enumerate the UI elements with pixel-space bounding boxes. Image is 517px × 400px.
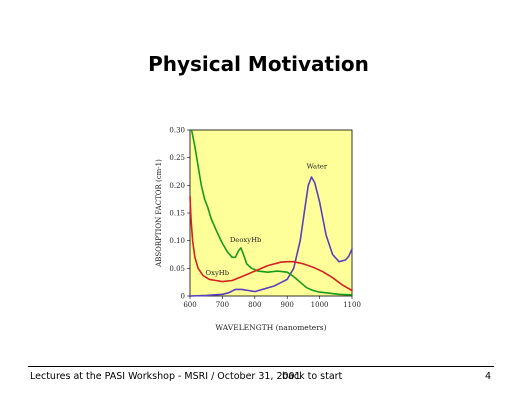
x-tick-label: 1000 (311, 301, 329, 309)
y-tick-label: 0.30 (169, 127, 185, 135)
y-tick-label: 0.15 (169, 210, 185, 218)
annotation-oxyhb: OxyHb (206, 269, 230, 277)
y-tick-label: 0 (181, 293, 185, 301)
x-tick-label: 1100 (343, 301, 361, 309)
series-line-oxyhb (189, 195, 353, 292)
series-line-water (189, 176, 353, 297)
y-axis-label: ABSORPTION FACTOR (cm-1) (155, 159, 163, 268)
x-tick-label: 600 (183, 301, 196, 309)
page-number: 4 (484, 371, 491, 382)
plot-background (189, 129, 353, 297)
y-tick-label: 0.20 (169, 182, 185, 190)
y-tick-label: 0.05 (169, 265, 185, 273)
y-tick-label: 0.25 (169, 154, 185, 162)
x-tick-label: 700 (216, 301, 229, 309)
series-line-deoxyhb (190, 129, 353, 296)
x-tick-label: 800 (248, 301, 261, 309)
absorption-chart: 600 700 800 900 1000 1100 0 0.05 0.10 0.15 0.20 0.2… (155, 127, 361, 333)
slide-title: Physical Motivation (148, 52, 369, 76)
footer-divider (28, 366, 494, 367)
annotation-water: Water (307, 163, 328, 171)
y-tick-label: 0.10 (169, 237, 185, 245)
x-tick-label: 900 (281, 301, 294, 309)
footer-lecture-info: Lectures at the PASI Workshop - MSRI / O… (30, 371, 301, 382)
back-to-start-link[interactable]: back to start (282, 371, 343, 382)
x-axis-label: WAVELENGTH (nanometers) (215, 323, 326, 332)
annotation-deoxyhb: DeoxyHb (230, 236, 262, 244)
